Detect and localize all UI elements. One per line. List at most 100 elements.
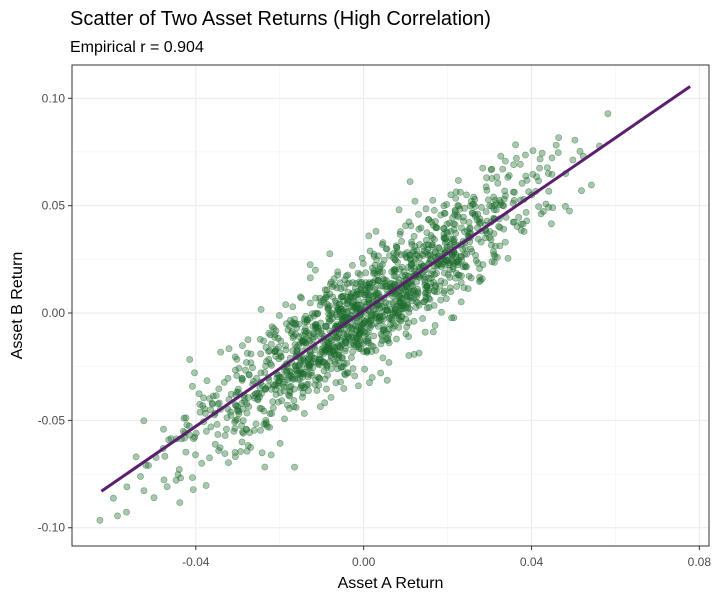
scatter-point (274, 382, 282, 390)
scatter-point (280, 387, 288, 395)
scatter-point (266, 360, 274, 367)
scatter-point (427, 255, 435, 263)
scatter-point (281, 378, 288, 386)
scatter-point (377, 340, 385, 348)
scatter-point (379, 313, 386, 320)
scatter-point (429, 196, 437, 204)
scatter-point (391, 265, 399, 273)
scatter-point (327, 393, 335, 401)
scatter-point (291, 341, 299, 349)
scatter-point (400, 268, 408, 276)
scatter-point (294, 375, 302, 383)
scatter-point (323, 362, 331, 370)
scatter-point (549, 204, 557, 212)
scatter-point (340, 310, 348, 318)
scatter-point (484, 196, 492, 204)
scatter-point (504, 254, 512, 262)
scatter-point (410, 232, 418, 240)
scatter-point (340, 385, 348, 392)
scatter-point (221, 432, 229, 439)
scatter-point (265, 348, 272, 355)
scatter-point (569, 156, 577, 164)
scatter-point (163, 483, 171, 491)
scatter-point (562, 202, 569, 210)
scatter-point (410, 350, 418, 358)
scatter-point (428, 243, 436, 251)
scatter-point (114, 512, 121, 520)
scatter-point (447, 191, 455, 199)
scatter-point (440, 234, 448, 242)
scatter-point (415, 301, 423, 309)
scatter-point (188, 382, 196, 390)
scatter-point (362, 289, 370, 297)
x-axis-title: Asset A Return (338, 575, 444, 592)
scatter-point (182, 448, 190, 456)
scatter-point (540, 208, 547, 215)
scatter-point (289, 375, 296, 383)
y-tick-label: 0.10 (42, 91, 66, 105)
scatter-point (604, 110, 612, 118)
scatter-point (334, 268, 342, 276)
scatter-point (369, 343, 377, 350)
scatter-point (431, 218, 439, 225)
scatter-point (260, 407, 268, 415)
scatter-point (364, 328, 372, 336)
scatter-point (274, 398, 282, 406)
scatter-point (276, 439, 284, 447)
scatter-point (488, 258, 496, 266)
scatter-point (554, 149, 562, 156)
scatter-point (231, 353, 239, 361)
scatter-point (326, 311, 334, 319)
scatter-point (344, 288, 352, 296)
scatter-point (272, 391, 280, 398)
scatter-point (348, 261, 356, 269)
scatter-point (470, 193, 478, 201)
scatter-point (466, 202, 474, 210)
scatter-point (472, 251, 479, 259)
scatter-point (326, 302, 333, 310)
scatter-point (267, 385, 275, 393)
scatter-point (360, 319, 368, 327)
scatter-point (356, 327, 364, 335)
scatter-point (482, 208, 490, 215)
scatter-point (244, 336, 252, 344)
scatter-point (339, 292, 347, 300)
scatter-point (433, 269, 440, 277)
scatter-point (457, 278, 465, 286)
scatter-point (294, 362, 302, 369)
scatter-point (299, 332, 306, 340)
scatter-point (427, 279, 435, 287)
scatter-point (538, 149, 546, 157)
scatter-point (256, 384, 264, 392)
scatter-point (282, 301, 290, 308)
scatter-point (416, 241, 423, 248)
scatter-point (431, 322, 439, 329)
scatter-point (140, 417, 148, 425)
scatter-point (483, 186, 491, 194)
scatter-point (405, 352, 413, 359)
scatter-point (437, 263, 445, 271)
scatter-point (571, 136, 579, 144)
scatter-point (395, 206, 403, 214)
scatter-point (231, 453, 239, 460)
scatter-point (402, 330, 410, 338)
scatter-point (410, 287, 418, 294)
scatter-point (415, 210, 422, 218)
scatter-point (300, 410, 308, 417)
scatter-point (378, 261, 386, 268)
scatter-point (425, 294, 433, 302)
scatter-point (490, 258, 498, 266)
scatter-point (465, 272, 473, 280)
y-tick-label: -0.05 (38, 413, 66, 427)
scatter-point (331, 351, 339, 359)
scatter-point (233, 416, 241, 423)
scatter-point (491, 196, 499, 204)
scatter-point (182, 414, 190, 422)
scatter-point (203, 377, 211, 385)
y-tick-label: 0.05 (42, 199, 66, 213)
scatter-point (326, 316, 334, 324)
scatter-point (367, 316, 375, 324)
scatter-point (289, 303, 297, 311)
scatter-point (207, 423, 215, 431)
scatter-point (296, 293, 304, 301)
